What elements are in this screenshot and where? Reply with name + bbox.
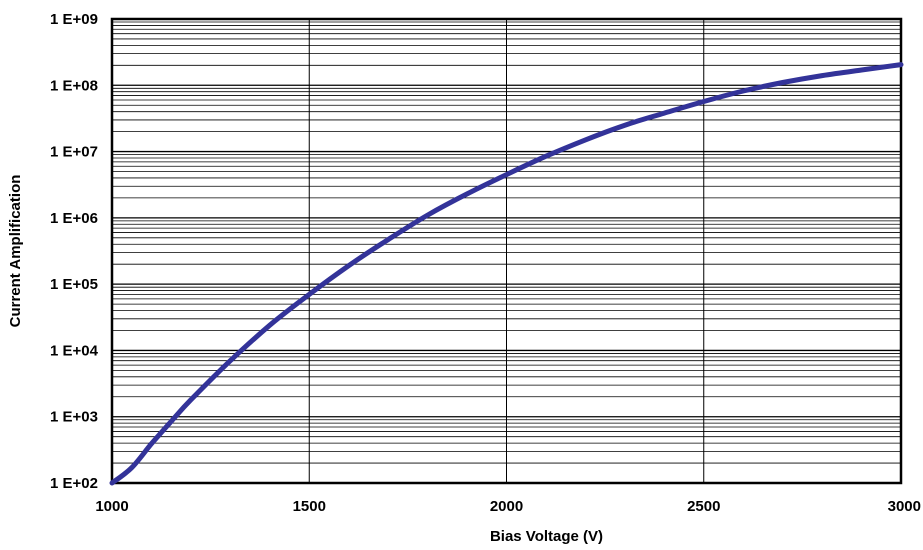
amplification-curve: [109, 62, 904, 486]
plot-frame: [110, 17, 903, 485]
x-axis-title: Bias Voltage (V): [490, 528, 603, 545]
x-tick-label: 2000: [490, 498, 523, 515]
y-tick-label: 1 E+02: [50, 475, 98, 492]
y-tick-label: 1 E+03: [50, 409, 98, 426]
y-tick-label: 1 E+09: [50, 11, 98, 28]
y-tick-label: 1 E+05: [50, 276, 98, 293]
y-axis-tick-labels: 1 E+02 1 E+03 1 E+04 1 E+05 1 E+06 1 E+07 1 E+…: [50, 11, 99, 492]
x-tick-label: 3000: [888, 498, 921, 515]
x-axis-tick-labels: 1000 1500 2000 2500 3000: [95, 498, 921, 515]
y-tick-label: 1 E+06: [50, 210, 98, 227]
y-axis-title: Current Amplification: [7, 175, 24, 328]
x-tick-label: 1000: [95, 498, 128, 515]
y-tick-label: 1 E+08: [50, 77, 98, 94]
x-tick-label: 1500: [293, 498, 326, 515]
y-tick-label: 1 E+04: [50, 342, 99, 359]
x-tick-label: 2500: [687, 498, 720, 515]
y-tick-label: 1 E+07: [50, 144, 98, 161]
